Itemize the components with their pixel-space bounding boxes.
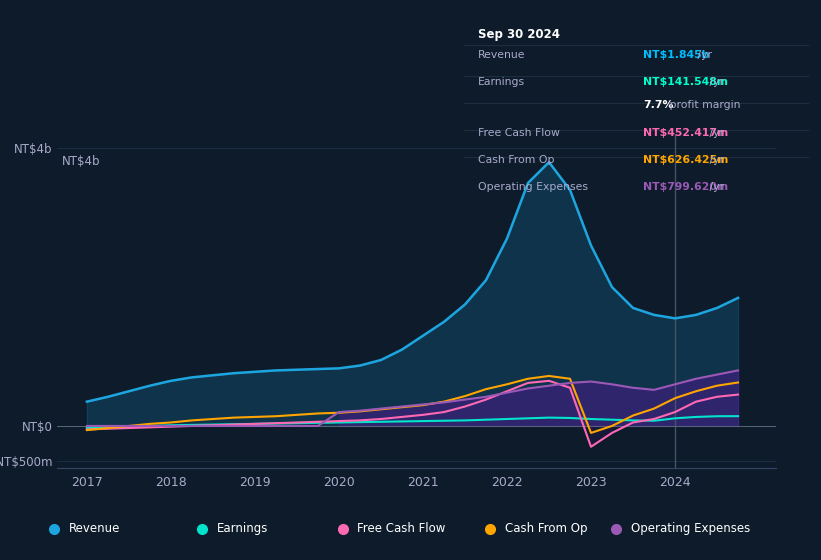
Text: Earnings: Earnings [478, 77, 525, 87]
Text: Operating Expenses: Operating Expenses [631, 522, 750, 535]
Text: Earnings: Earnings [217, 522, 268, 535]
Text: Revenue: Revenue [478, 50, 525, 60]
Text: NT$141.548m: NT$141.548m [643, 77, 728, 87]
Text: /yr: /yr [706, 155, 724, 165]
Text: Revenue: Revenue [69, 522, 121, 535]
Text: Free Cash Flow: Free Cash Flow [478, 128, 560, 138]
Text: Sep 30 2024: Sep 30 2024 [478, 29, 560, 41]
Text: Cash From Op: Cash From Op [478, 155, 554, 165]
Text: Free Cash Flow: Free Cash Flow [357, 522, 446, 535]
Text: /yr: /yr [706, 128, 724, 138]
Text: /yr: /yr [706, 182, 724, 192]
Text: NT$626.425m: NT$626.425m [643, 155, 728, 165]
Text: Cash From Op: Cash From Op [505, 522, 588, 535]
Text: 7.7%: 7.7% [643, 100, 674, 110]
Text: NT$799.620m: NT$799.620m [643, 182, 728, 192]
Text: /yr: /yr [695, 50, 713, 60]
Text: /yr: /yr [706, 77, 724, 87]
Text: profit margin: profit margin [666, 100, 741, 110]
Text: NT$1.845b: NT$1.845b [643, 50, 709, 60]
Text: NT$4b: NT$4b [62, 155, 100, 168]
Text: NT$452.417m: NT$452.417m [643, 128, 728, 138]
Text: Operating Expenses: Operating Expenses [478, 182, 588, 192]
